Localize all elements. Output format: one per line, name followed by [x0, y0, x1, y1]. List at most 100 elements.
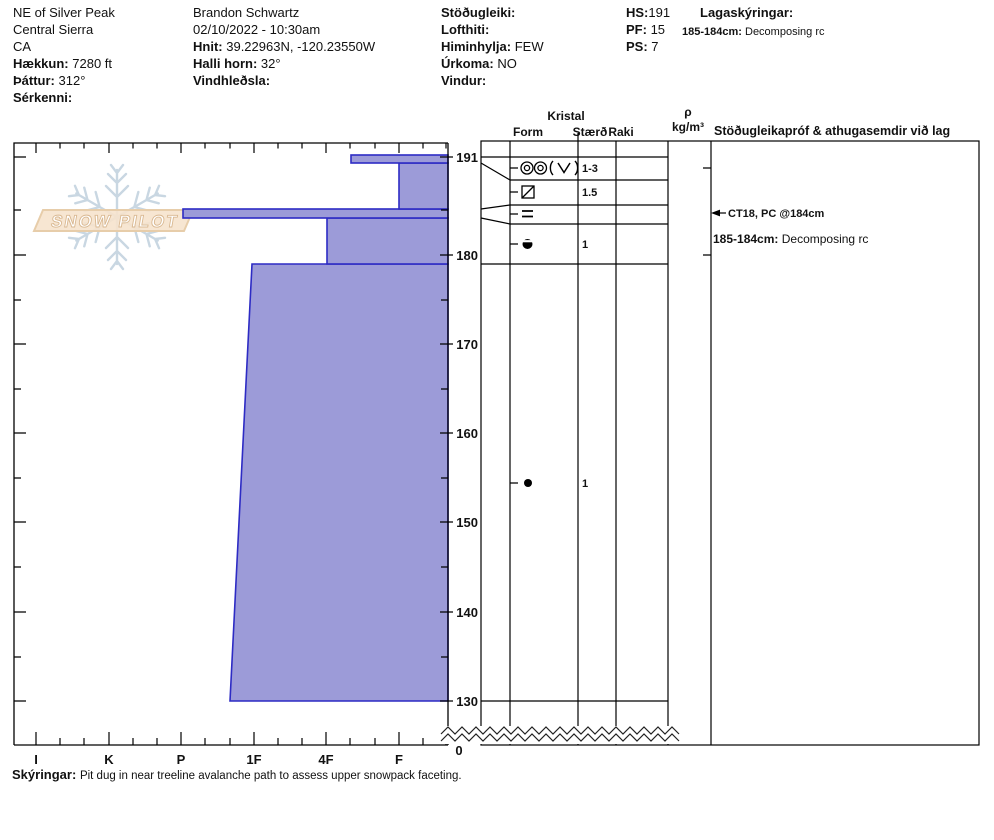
hardness-label-1F: 1F [246, 752, 262, 767]
wind-loading-label: Vindhleðsla: [193, 73, 271, 88]
crystal-table-lines [480, 133, 980, 746]
pit-notes-label: Skýringar: [12, 767, 77, 782]
coords-row: Hnit: 39.22963N, -120.23550W [193, 38, 375, 55]
depth-label-0: 0 [455, 743, 463, 758]
wind-label: Vindur: [441, 73, 487, 88]
grain-size-row4: 1 [582, 239, 589, 251]
ps-label: PS: [626, 39, 648, 54]
grain-form-icon-row2 [521, 185, 535, 199]
observer-name: Brandon Schwartz [193, 5, 300, 20]
pf-value: 15 [650, 22, 666, 37]
column-header-density-rho: ρ [684, 105, 692, 119]
grain-form-icon-row5 [524, 479, 532, 487]
wind-loading-row: Vindhleðsla: [193, 72, 270, 89]
grain-form-icon-row3 [522, 210, 533, 218]
layer-note: 185-184cm: Decomposing rc [713, 232, 868, 247]
aspect-row: Þáttur: 312° [13, 72, 85, 89]
hardness-bars [182, 154, 449, 702]
layer-bar-2 [398, 162, 449, 210]
hs-label: HS: [626, 5, 649, 20]
aspect-value: 312° [58, 73, 86, 88]
layer-notes-entry: 185-184cm: Decomposing rc [682, 25, 824, 39]
slope-angle-row: Halli horn: 32° [193, 55, 281, 72]
depth-label-180: 180 [456, 248, 478, 263]
logo-text: SNOW PILOT [49, 211, 180, 231]
layer-connector-lines [480, 162, 511, 225]
ps-row: PS: 7 [626, 38, 659, 55]
hardness-label-F: F [395, 752, 403, 767]
grain-form-glyphs [520, 160, 579, 487]
snowpilot-logo: SNOW PILOT [32, 163, 195, 271]
stability-test-result: CT18, PC @184cm [728, 208, 825, 220]
site-range: Central Sierra [13, 22, 94, 37]
coords-value: 39.22963N, -120.23550W [226, 39, 376, 54]
elevation-label: Hækkun: [13, 56, 69, 71]
axis-ticks [14, 143, 453, 745]
column-header-moisture: Raki [608, 125, 634, 139]
ps-value: 7 [651, 39, 659, 54]
elevation-row: Hækkun: 7280 ft [13, 55, 112, 72]
layer-bar-1 [350, 154, 449, 164]
test-annotation-arrow-icon [711, 209, 726, 217]
layer-notes-title: Lagaskýringar: [700, 5, 794, 20]
layer-bar-4 [326, 217, 449, 265]
aspect-label: Þáttur: [13, 73, 55, 88]
layer-note-label: 185-184cm: [713, 232, 779, 246]
hardness-label-I: I [34, 752, 38, 767]
observation-datetime: 02/10/2022 - 10:30am [193, 22, 321, 37]
column-header-density-units: kg/m³ [671, 120, 704, 134]
slope-angle-label: Halli horn: [193, 56, 258, 71]
grain-size-row5: 1 [582, 478, 589, 490]
layer-note-value: Decomposing rc [781, 232, 869, 246]
column-header-kristal: Kristal [547, 109, 585, 123]
layer-bar-5 [229, 263, 449, 702]
column-header-form: Form [513, 125, 543, 139]
depth-label-150: 150 [456, 515, 478, 530]
depth-label-191: 191 [456, 150, 478, 165]
hs-row: HS:191 [626, 4, 670, 21]
id-label: Sérkenni: [13, 90, 73, 105]
site-state: CA [13, 39, 32, 54]
hardness-label-P: P [176, 752, 186, 767]
layer-bar-3 [182, 208, 449, 219]
layer-notes-entry-label: 185-184cm: [682, 26, 742, 38]
id-row: Sérkenni: [13, 89, 72, 106]
sky-cover-value: FEW [514, 39, 544, 54]
chart-frame [13, 142, 449, 746]
coords-label: Hnit: [193, 39, 223, 54]
sky-cover-label: Himinhylja: [441, 39, 512, 54]
pf-label: PF: [626, 22, 647, 37]
hs-value: 191 [648, 5, 671, 20]
pit-notes-text: Pit dug in near treeline avalanche path … [79, 770, 462, 782]
stability-label: Stöðugleiki: [441, 5, 516, 20]
depth-label-140: 140 [456, 605, 478, 620]
stability-row: Stöðugleiki: [441, 4, 515, 21]
sky-cover-row: Himinhylja: FEW [441, 38, 544, 55]
grain-size-row1: 1-3 [582, 163, 598, 175]
pf-row: PF: 15 [626, 21, 665, 38]
hardness-label-4F: 4F [318, 752, 334, 767]
grain-form-icon-row1 [520, 160, 579, 176]
logo-banner [32, 209, 195, 232]
column-header-stability-tests: Stöðugleikapróf & athugasemdir við lag [714, 124, 951, 138]
site-name: NE of Silver Peak [13, 5, 115, 20]
precip-row: Úrkoma: NO [441, 55, 517, 72]
depth-label-170: 170 [456, 337, 478, 352]
air-temp-row: Lofthiti: [441, 21, 489, 38]
air-temp-label: Lofthiti: [441, 22, 490, 37]
depth-axis-break [440, 726, 689, 744]
snowflake-icon [65, 163, 169, 271]
grain-size-row2: 1.5 [582, 187, 598, 199]
precip-value: NO [497, 56, 517, 71]
precip-label: Úrkoma: [441, 56, 494, 71]
layer-notes-entry-value: Decomposing rc [745, 26, 825, 38]
elevation-value: 7280 ft [72, 56, 113, 71]
depth-label-160: 160 [456, 426, 478, 441]
wind-row: Vindur: [441, 72, 486, 89]
pit-notes: Skýringar: Pit dug in near treeline aval… [12, 766, 462, 784]
grain-form-icon-row4 [521, 239, 534, 249]
hardness-label-K: K [104, 752, 114, 767]
slope-angle-value: 32° [260, 56, 281, 71]
depth-label-130: 130 [456, 694, 478, 709]
